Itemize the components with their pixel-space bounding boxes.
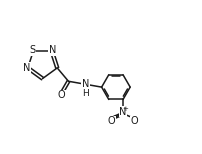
Text: S: S	[29, 45, 36, 55]
Text: N: N	[119, 107, 127, 117]
Text: +: +	[122, 106, 128, 112]
Text: O: O	[58, 90, 65, 100]
Text: O: O	[108, 116, 116, 126]
Text: -: -	[114, 111, 117, 120]
Text: O: O	[130, 116, 138, 126]
Text: N: N	[23, 63, 31, 73]
Text: N: N	[82, 79, 89, 89]
Text: H: H	[82, 89, 89, 98]
Text: N: N	[49, 45, 56, 55]
